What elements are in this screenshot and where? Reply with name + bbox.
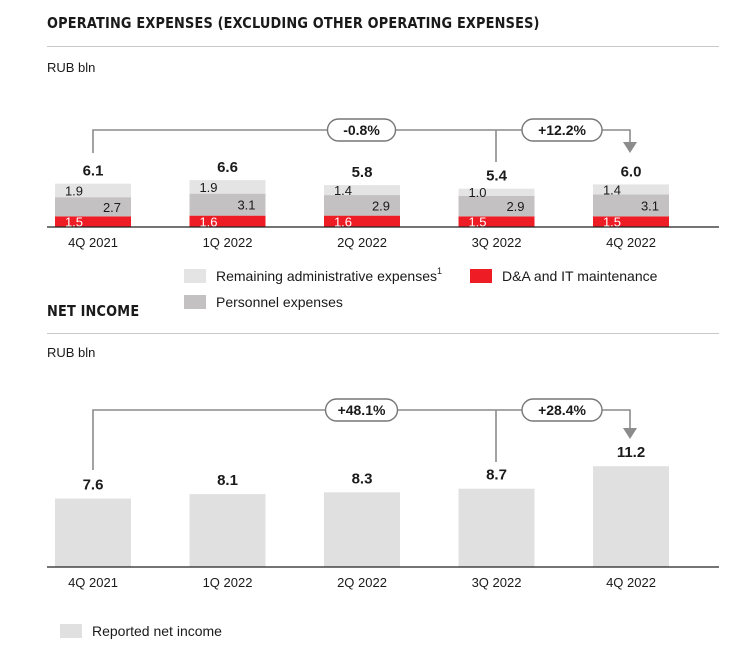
net-income-title: NET INCOME: [47, 302, 140, 320]
opex-legend-personnel: Personnel expenses: [184, 294, 343, 310]
bar-segment-personnel: [458, 195, 535, 217]
bar-total-label: 5.8: [352, 164, 373, 181]
x-tick-label: 3Q 2022: [472, 235, 522, 250]
bar-segment-da_it: [55, 216, 131, 227]
x-tick-label: 1Q 2022: [203, 575, 253, 590]
change-pill: [521, 398, 603, 422]
net-income-bar: [593, 466, 669, 567]
bar-total-label: 6.0: [621, 163, 642, 180]
segment-label-da_it: 1.5: [468, 215, 486, 230]
bar-segment-da_it: [593, 216, 669, 227]
bar-segment-remaining: [593, 184, 669, 195]
change-label: -0.8%: [343, 122, 380, 138]
change-pill: [326, 118, 397, 142]
connector-arrow-icon: [623, 142, 637, 153]
bar-segment-remaining: [55, 183, 131, 198]
bar-segment-remaining: [324, 185, 400, 196]
bar-value-label: 8.7: [486, 467, 507, 484]
net-income-legend: Reported net income: [60, 623, 222, 639]
segment-label-da_it: 1.6: [199, 214, 217, 229]
segment-label-personnel: 2.7: [103, 200, 121, 215]
segment-label-remaining: 1.4: [603, 182, 621, 197]
opex-unit: RUB bln: [47, 60, 96, 75]
segment-label-personnel: 3.1: [641, 198, 659, 213]
x-tick-label: 4Q 2022: [606, 235, 656, 250]
bar-segment-personnel: [189, 193, 266, 216]
net-income-chart: 7.6 4Q 2021 8.1 1Q 2022 8.3 2Q 2022 8.7 3Q 2022…: [47, 398, 719, 590]
segment-label-personnel: 2.9: [372, 198, 390, 213]
bar-segment-da_it: [324, 215, 400, 227]
legend-label-remaining: Remaining administrative expenses1: [216, 266, 443, 284]
x-tick-label: 3Q 2022: [472, 575, 522, 590]
bar-total-label: 5.4: [486, 168, 508, 185]
segment-label-personnel: 2.9: [506, 199, 524, 214]
bar-segment-personnel: [55, 197, 131, 217]
x-tick-label: 2Q 2022: [337, 235, 387, 250]
bar-total-label: 6.1: [83, 163, 104, 180]
bar-value-label: 7.6: [83, 477, 104, 494]
net-income-title-rule: [47, 333, 719, 334]
change-label: +48.1%: [338, 402, 386, 418]
bar-segment-remaining: [189, 180, 266, 194]
segment-label-remaining: 1.4: [334, 183, 352, 198]
net-income-bar: [189, 494, 266, 567]
segment-label-remaining: 1.9: [199, 180, 217, 195]
change-pill: [521, 118, 603, 142]
change-label: +28.4%: [538, 402, 586, 418]
segment-label-da_it: 1.5: [603, 215, 621, 230]
change-connector-1: +48.1%: [92, 398, 637, 470]
bar-segment-da_it: [189, 215, 266, 227]
x-tick-label: 1Q 2022: [203, 235, 253, 250]
x-tick-label: 4Q 2021: [68, 575, 118, 590]
segment-label-personnel: 3.1: [237, 198, 255, 213]
legend-label-personnel: Personnel expenses: [216, 294, 343, 310]
change-connector-2: +12.2%: [521, 118, 603, 142]
segment-label-remaining: 1.0: [468, 185, 486, 200]
legend-swatch-personnel: [184, 295, 206, 309]
connector-arrow-icon: [623, 428, 637, 439]
segment-label-da_it: 1.6: [334, 214, 352, 229]
bar-segment-personnel: [593, 194, 669, 217]
bar-value-label: 8.3: [352, 470, 373, 487]
opex-legend-remaining: Remaining administrative expenses1: [184, 266, 443, 284]
segment-label-remaining: 1.9: [65, 183, 83, 198]
bar-segment-da_it: [458, 216, 535, 227]
legend-swatch-net-income: [60, 624, 82, 638]
legend-swatch-da-it: [470, 269, 492, 283]
bar-segment-remaining: [458, 188, 535, 196]
opex-legend-da-it: D&A and IT maintenance: [470, 268, 657, 284]
legend-label-da-it: D&A and IT maintenance: [502, 268, 658, 284]
x-tick-label: 2Q 2022: [337, 575, 387, 590]
x-tick-label: 4Q 2022: [606, 575, 656, 590]
net-income-bar: [458, 488, 535, 567]
bar-value-label: 11.2: [617, 444, 645, 461]
segment-label-da_it: 1.5: [65, 215, 83, 230]
bar-value-label: 8.1: [217, 472, 238, 489]
net-income-unit: RUB bln: [47, 345, 96, 360]
change-connector-1: -0.8%: [92, 118, 637, 153]
change-label: +12.2%: [538, 122, 586, 138]
legend-swatch-remaining: [184, 269, 206, 283]
change-connector-2: +28.4%: [521, 398, 603, 422]
opex-title-rule: [47, 46, 719, 47]
bar-total-label: 6.6: [217, 159, 238, 176]
legend-label-net-income: Reported net income: [92, 623, 222, 639]
footnote-marker: 1: [437, 266, 443, 276]
opex-title: OPERATING EXPENSES (EXCLUDING OTHER OPER…: [47, 14, 540, 32]
bar-segment-personnel: [324, 195, 400, 216]
change-pill: [324, 398, 399, 422]
net-income-bar: [55, 498, 131, 567]
net-income-bar: [324, 492, 400, 567]
x-tick-label: 4Q 2021: [68, 235, 118, 250]
